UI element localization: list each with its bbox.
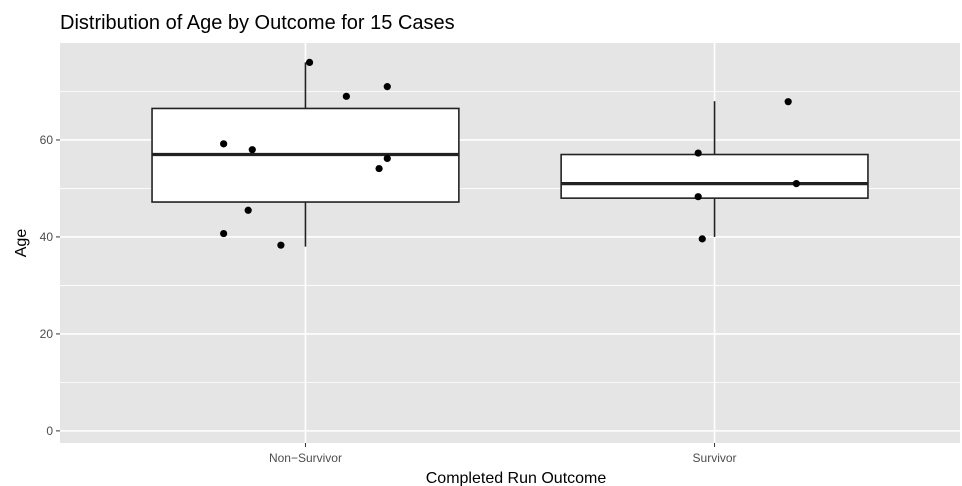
y-tick-label: 0 bbox=[46, 424, 53, 438]
data-point bbox=[220, 229, 228, 238]
box-layer bbox=[151, 62, 869, 247]
data-point bbox=[383, 154, 391, 162]
box-survivor bbox=[560, 101, 869, 237]
data-point bbox=[383, 83, 391, 91]
x-axis-ticks: Non−Survivor Survivor bbox=[269, 443, 737, 465]
data-point bbox=[277, 241, 285, 249]
data-point bbox=[305, 58, 314, 66]
y-tick-label: 20 bbox=[40, 327, 54, 341]
point-layer bbox=[220, 58, 800, 249]
x-tick-label: Non−Survivor bbox=[269, 451, 342, 465]
data-point bbox=[784, 98, 792, 106]
data-point bbox=[248, 146, 256, 154]
plot-panel bbox=[60, 43, 960, 443]
y-axis-ticks: 0 20 40 60 bbox=[40, 133, 60, 438]
data-point bbox=[244, 206, 252, 214]
x-axis-title: Completed Run Outcome bbox=[426, 470, 607, 486]
chart-title: Distribution of Age by Outcome for 15 Ca… bbox=[60, 12, 455, 34]
x-tick-label: Survivor bbox=[693, 451, 737, 465]
data-point bbox=[342, 92, 350, 100]
box-non-survivor bbox=[151, 62, 460, 247]
data-point bbox=[375, 164, 383, 173]
data-point bbox=[694, 149, 702, 157]
y-axis-title: Age bbox=[13, 229, 30, 258]
y-tick-label: 40 bbox=[40, 230, 54, 244]
data-point bbox=[792, 180, 800, 188]
y-tick-label: 60 bbox=[40, 133, 54, 147]
data-point bbox=[694, 193, 702, 201]
data-point bbox=[698, 235, 706, 243]
iqr-box bbox=[560, 153, 869, 199]
data-point bbox=[220, 140, 228, 148]
